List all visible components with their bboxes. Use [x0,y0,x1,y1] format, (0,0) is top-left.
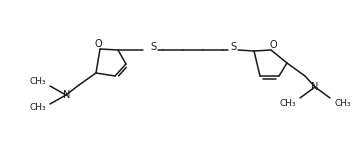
Text: N: N [311,82,319,92]
Text: CH₃: CH₃ [30,78,46,86]
Text: CH₃: CH₃ [280,99,296,107]
Text: CH₃: CH₃ [335,99,351,107]
Text: S: S [150,42,156,52]
Text: O: O [94,39,102,49]
Text: S: S [230,42,236,52]
Text: N: N [63,90,71,100]
Text: CH₃: CH₃ [30,103,46,112]
Text: O: O [269,40,277,50]
